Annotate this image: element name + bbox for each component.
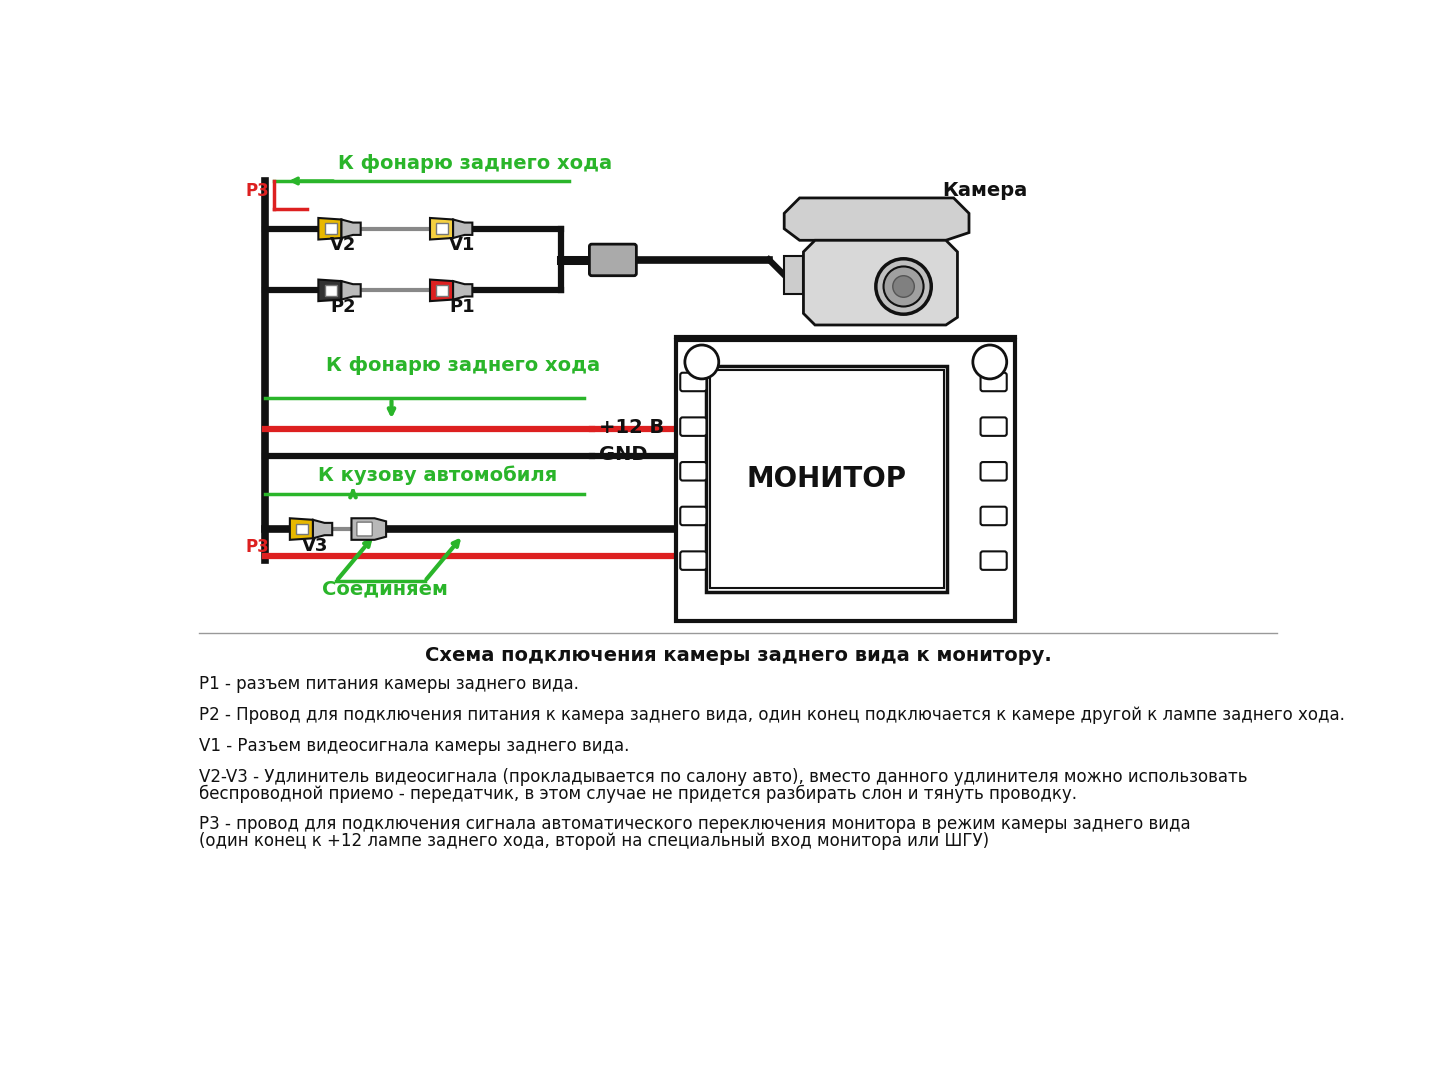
Text: P3 - провод для подключения сигнала автоматического переключения монитора в режи: P3 - провод для подключения сигнала авто… — [199, 816, 1191, 834]
Polygon shape — [341, 220, 360, 238]
Text: GND: GND — [599, 445, 648, 464]
FancyBboxPatch shape — [785, 256, 804, 294]
Polygon shape — [312, 520, 333, 538]
Circle shape — [876, 258, 932, 314]
Text: К фонарю заднего хода: К фонарю заднего хода — [337, 153, 612, 173]
Text: P2: P2 — [330, 298, 356, 316]
Polygon shape — [341, 281, 360, 299]
Text: К фонарю заднего хода: К фонарю заднего хода — [325, 356, 600, 375]
Polygon shape — [318, 280, 341, 301]
FancyBboxPatch shape — [680, 462, 707, 480]
FancyBboxPatch shape — [680, 417, 707, 436]
FancyBboxPatch shape — [710, 370, 943, 589]
FancyBboxPatch shape — [589, 244, 636, 276]
Circle shape — [884, 267, 923, 307]
FancyBboxPatch shape — [680, 507, 707, 525]
Polygon shape — [454, 220, 472, 238]
Polygon shape — [454, 281, 472, 299]
Text: P3: P3 — [245, 182, 269, 200]
Polygon shape — [804, 240, 958, 325]
FancyBboxPatch shape — [436, 223, 448, 234]
Polygon shape — [318, 218, 341, 239]
FancyBboxPatch shape — [357, 522, 373, 536]
Text: МОНИТОР: МОНИТОР — [746, 465, 907, 493]
Text: P1: P1 — [449, 298, 475, 316]
Polygon shape — [431, 218, 454, 239]
FancyBboxPatch shape — [297, 523, 308, 535]
Text: V1: V1 — [449, 236, 475, 254]
Polygon shape — [351, 518, 386, 540]
Text: +12 В: +12 В — [599, 418, 665, 436]
FancyBboxPatch shape — [324, 223, 337, 234]
Polygon shape — [289, 518, 312, 540]
Text: V2-V3 - Удлинитель видеосигнала (прокладывается по салону авто), вместо данного : V2-V3 - Удлинитель видеосигнала (проклад… — [199, 768, 1247, 786]
FancyBboxPatch shape — [981, 462, 1007, 480]
FancyBboxPatch shape — [677, 341, 1015, 622]
FancyBboxPatch shape — [680, 551, 707, 570]
Text: V2: V2 — [330, 236, 356, 254]
Circle shape — [685, 345, 719, 378]
Text: Соединяем: Соединяем — [323, 580, 448, 598]
Text: P2 - Провод для подключения питания к камера заднего вида, один конец подключает: P2 - Провод для подключения питания к ка… — [199, 706, 1345, 725]
FancyBboxPatch shape — [680, 373, 707, 391]
Polygon shape — [431, 280, 454, 301]
Circle shape — [973, 345, 1007, 378]
Text: V1 - Разъем видеосигнала камеры заднего вида.: V1 - Разъем видеосигнала камеры заднего … — [199, 736, 629, 755]
FancyBboxPatch shape — [981, 507, 1007, 525]
Text: (один конец к +12 лампе заднего хода, второй на специальный вход монитора или ШГ: (один конец к +12 лампе заднего хода, вт… — [199, 833, 989, 850]
FancyBboxPatch shape — [981, 551, 1007, 570]
Text: P3: P3 — [245, 538, 269, 556]
Polygon shape — [785, 198, 969, 240]
FancyBboxPatch shape — [706, 366, 948, 592]
Text: беспроводной приемо - передатчик, в этом случае не придется разбирать слон и тян: беспроводной приемо - передатчик, в этом… — [199, 785, 1077, 803]
FancyBboxPatch shape — [981, 373, 1007, 391]
Text: К кузову автомобиля: К кузову автомобиля — [318, 465, 557, 486]
Text: P1 - разъем питания камеры заднего вида.: P1 - разъем питания камеры заднего вида. — [199, 675, 579, 694]
Circle shape — [893, 276, 914, 297]
Text: Схема подключения камеры заднего вида к монитору.: Схема подключения камеры заднего вида к … — [425, 646, 1051, 665]
Text: V3: V3 — [301, 537, 328, 554]
Text: Камера: Камера — [942, 181, 1027, 200]
FancyBboxPatch shape — [324, 285, 337, 296]
FancyBboxPatch shape — [436, 285, 448, 296]
FancyBboxPatch shape — [981, 417, 1007, 436]
